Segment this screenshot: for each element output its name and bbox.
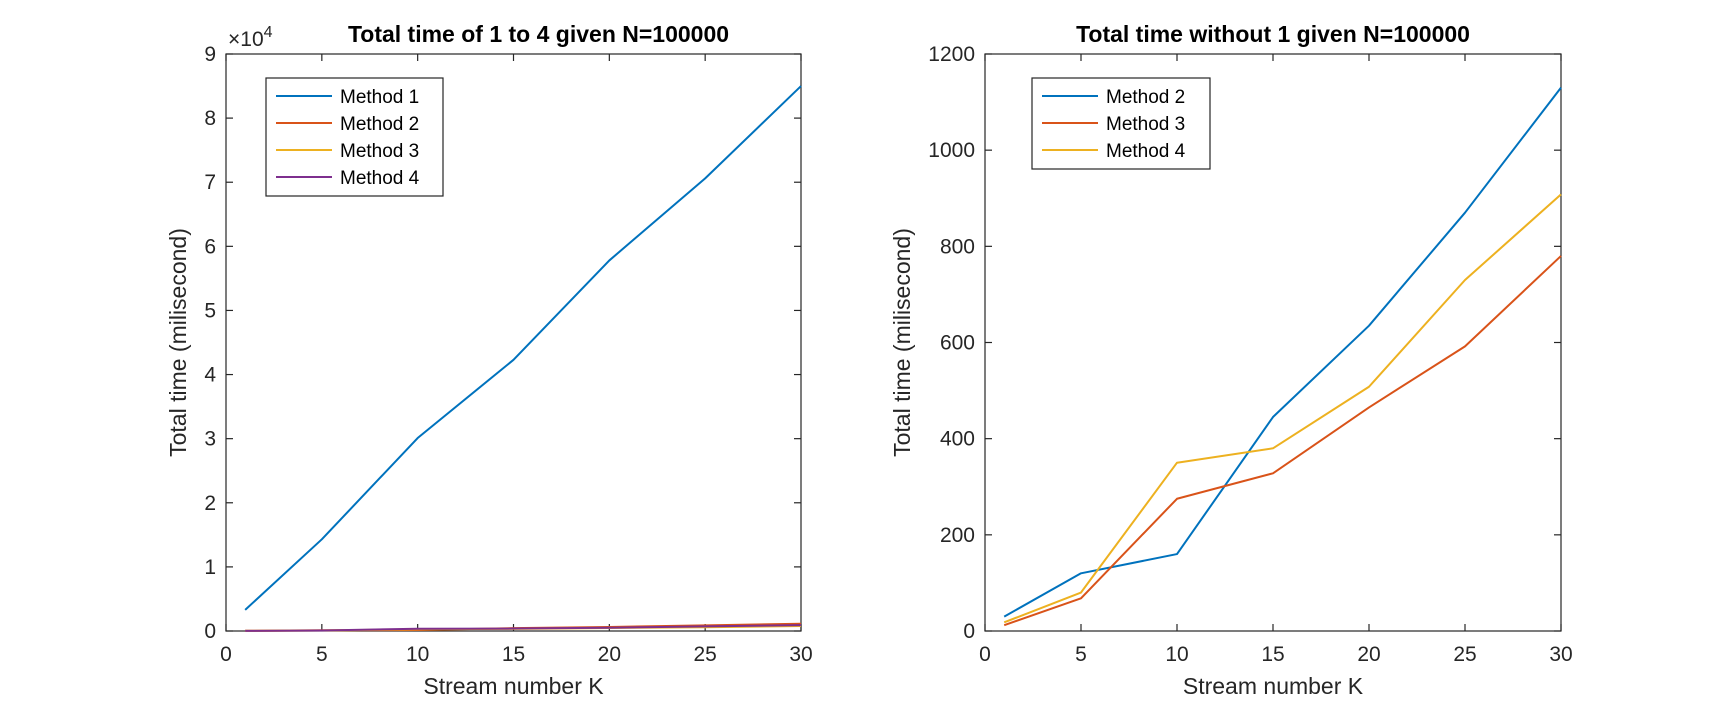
chart-right-x-tick-label: 15 [1261, 643, 1284, 666]
chart-right-x-tick-label: 30 [1549, 643, 1572, 666]
chart-left-series-line-1 [244, 85, 802, 611]
chart-right-series-line-2 [1003, 255, 1562, 627]
chart-left-x-tick-label: 5 [316, 643, 328, 666]
chart-left-x-tick-label: 10 [406, 643, 429, 666]
chart-left-y-tick-label: 4 [204, 364, 216, 387]
chart-right-y-tick-label: 600 [940, 332, 975, 355]
chart-left-series-line-4 [245, 624, 802, 632]
chart-left-y-tick-label: 6 [204, 235, 216, 258]
chart-right-y-tick-label: 800 [940, 235, 975, 258]
chart-right-legend-label-2: Method 3 [1106, 114, 1185, 135]
chart-left-y-tick-label: 3 [204, 428, 216, 451]
chart-right-y-tick-label: 0 [963, 620, 975, 643]
chart-left-legend-label-4: Method 4 [340, 168, 420, 189]
chart-right-y-axis-label: Total time (milisecond) [889, 228, 915, 457]
chart-right: Total time without 1 given N=100000 Stre… [889, 21, 1573, 699]
chart-left-legend-label-3: Method 3 [340, 141, 419, 162]
chart-left-y-tick-label: 5 [204, 299, 216, 322]
chart-left-y-tick-label: 9 [204, 43, 216, 66]
chart-left-y-exponent: ×104 [228, 24, 273, 51]
chart-right-y-tick-label: 1200 [928, 43, 975, 66]
chart-right-legend-label-3: Method 4 [1106, 141, 1186, 162]
chart-left-legend-label-2: Method 2 [340, 114, 419, 135]
chart-left-x-tick-label: 30 [789, 643, 812, 666]
chart-left-y-axis-label: Total time (milisecond) [165, 228, 191, 457]
chart-left-y-exponent-base: ×10 [228, 28, 264, 51]
chart-left-y-tick-label: 8 [204, 107, 216, 130]
chart-right-x-tick-label: 20 [1357, 643, 1380, 666]
chart-left-title: Total time of 1 to 4 given N=100000 [348, 21, 729, 47]
chart-left-legend-label-1: Method 1 [340, 87, 419, 108]
chart-left-x-tick-label: 15 [502, 643, 525, 666]
chart-right-y-tick-label: 1000 [928, 139, 975, 162]
chart-right-title: Total time without 1 given N=100000 [1076, 21, 1470, 47]
chart-left-y-tick-label: 2 [204, 492, 216, 515]
chart-right-y-tick-label: 400 [940, 428, 975, 451]
chart-right-x-tick-label: 10 [1165, 643, 1188, 666]
chart-left-y-tick-label: 0 [204, 620, 216, 643]
chart-right-series-line-1 [1003, 87, 1562, 618]
chart-left-y-exponent-power: 4 [264, 24, 273, 41]
chart-left-x-axis-label: Stream number K [423, 673, 604, 699]
chart-right-x-tick-label: 0 [979, 643, 991, 666]
chart-right-x-tick-label: 25 [1453, 643, 1476, 666]
chart-right-legend-label-1: Method 2 [1106, 87, 1185, 108]
chart-right-y-tick-label: 200 [940, 524, 975, 547]
chart-right-x-axis-label: Stream number K [1183, 673, 1364, 699]
chart-left: Total time of 1 to 4 given N=100000 Stre… [165, 21, 813, 699]
chart-left-x-tick-label: 25 [693, 643, 716, 666]
chart-left-y-tick-label: 7 [204, 171, 216, 194]
chart-left-x-tick-label: 0 [220, 643, 232, 666]
chart-right-x-tick-label: 5 [1075, 643, 1087, 666]
chart-right-series-line-3 [1003, 193, 1562, 624]
chart-left-x-tick-label: 20 [598, 643, 621, 666]
chart-left-y-tick-label: 1 [204, 556, 216, 579]
